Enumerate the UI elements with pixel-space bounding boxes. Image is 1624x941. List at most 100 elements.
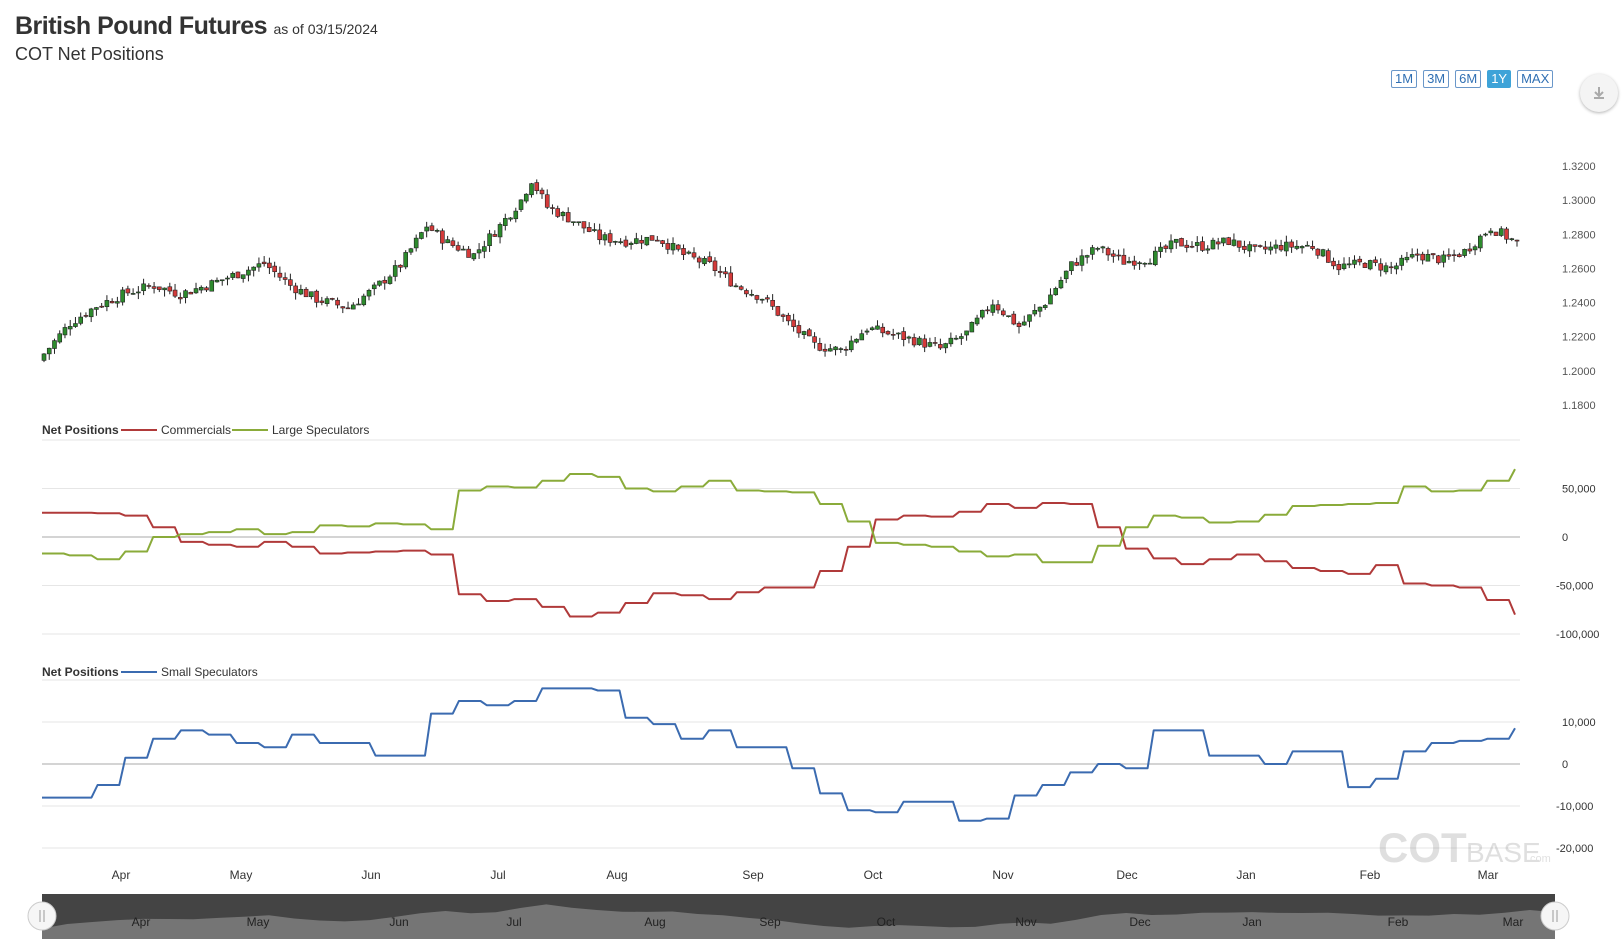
candle-body [172,289,178,297]
candle-body [335,299,340,306]
candle-body [1310,246,1315,249]
price-tick-label: 1.1800 [1562,400,1596,412]
candle-body [1488,230,1494,234]
navigator-month-label: Apr [132,915,151,929]
candle-body [1048,294,1053,305]
candle-body [1095,248,1100,250]
candle-body [1509,238,1515,240]
range-button-max[interactable]: MAX [1517,70,1554,88]
candle-body [1478,235,1483,249]
candle-body [419,232,424,239]
range-button-1m[interactable]: 1M [1391,70,1418,88]
net-tick-label: 50,000 [1562,484,1596,496]
candle-body [628,242,634,245]
candle-body [1074,262,1079,266]
navigator[interactable]: Apr May Jun Jul Aug Sep Oct Nov Dec Jan Feb Mar [27,894,1570,939]
candle-body [1436,255,1441,264]
series-line-commercials[interactable] [42,502,1516,618]
candle-body [1215,241,1221,245]
net-tick-label: -100,000 [1556,629,1599,641]
candle-body [356,303,361,306]
legend-large-speculators[interactable]: Large Speculators [272,423,369,437]
legend-commercials[interactable]: Commercials [161,423,231,437]
candle-body [618,241,623,244]
navigator-handle-right[interactable] [1540,901,1570,931]
candle-body [214,279,220,283]
range-button-3m[interactable]: 3M [1423,70,1450,88]
candle-body [62,327,68,336]
navigator-month-label: May [247,915,270,929]
candle-body [770,299,775,307]
export-button[interactable] [1580,74,1618,112]
range-button-6m[interactable]: 6M [1455,70,1482,88]
candle-body [1305,244,1310,247]
candle-body [943,343,948,349]
candle-body [146,285,152,287]
candle-body [1221,237,1226,244]
series-line-large-speculators[interactable] [42,468,1516,564]
candle-body [455,245,461,251]
candle-body [1257,245,1263,247]
candle-body [1011,313,1017,325]
candle-body [523,193,529,202]
candle-body [613,241,618,243]
candle-body [959,336,964,339]
candle-body [985,309,990,312]
candle-body [41,353,47,361]
candle-body [83,315,89,317]
candle-body [1483,233,1488,236]
candle-body [340,306,346,309]
candle-body [1158,246,1163,252]
candle-body [529,183,534,196]
candle-body [1493,231,1499,236]
candle-body [691,252,697,258]
x-tick-label: Dec [1116,868,1137,882]
candle-body [398,264,403,268]
candle-body [377,280,382,286]
candle-body [497,224,503,238]
navigator-month-label: Sep [759,915,781,929]
range-button-1y[interactable]: 1Y [1487,70,1512,88]
candle-body [560,211,566,217]
candle-body [602,234,608,241]
candle-body [1247,244,1252,252]
navigator-handle-left[interactable] [27,901,57,931]
candle-body [1430,253,1436,256]
x-tick-label: May [230,868,253,882]
x-tick-label: Oct [864,868,883,882]
candle-body [539,189,545,195]
candle-body [1367,260,1373,270]
candle-body [366,289,372,297]
candle-body [1111,253,1116,257]
legend-small-speculators[interactable]: Small Speculators [161,665,258,679]
small-speculators-pane: Net Positions Small Speculators 10,000 0 -… [42,665,1596,855]
candle-body [157,286,162,290]
candle-body [288,279,293,286]
candle-body [565,212,571,223]
candle-body [392,265,398,277]
candle-body [130,293,136,295]
candle-body [188,291,194,295]
candle-body [230,273,236,278]
candle-body [702,258,707,265]
candle-body [1299,246,1305,249]
navigator-month-label: Aug [644,915,665,929]
candle-body [875,325,880,330]
series-line-small-speculators[interactable] [42,687,1516,822]
candle-body [1037,306,1043,312]
candle-body [1331,260,1336,267]
candle-body [324,298,330,304]
candle-body [1362,262,1368,268]
candle-body [1163,245,1169,249]
candle-body [655,239,660,242]
candle-body [1472,246,1478,251]
candle-body [1042,305,1048,308]
candle-body [1032,309,1038,315]
pane-title: Net Positions [42,423,119,437]
candle-body [1016,322,1022,328]
watermark-main: COT [1378,824,1467,871]
candle-body [550,207,555,209]
candle-body [508,217,513,220]
candle-body [88,308,94,318]
